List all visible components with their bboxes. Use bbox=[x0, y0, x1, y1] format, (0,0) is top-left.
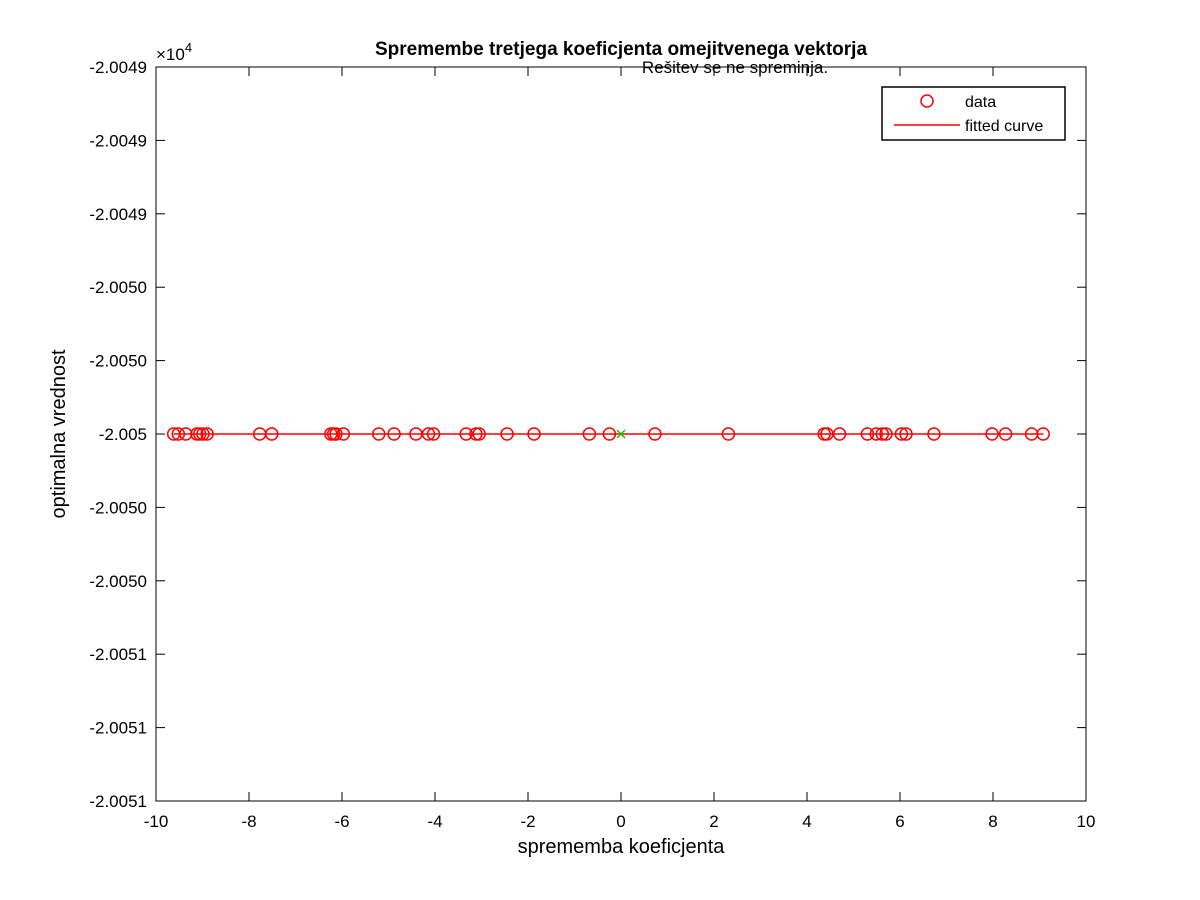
data-point bbox=[527, 427, 541, 441]
x-tick-label: -10 bbox=[144, 812, 169, 831]
y-exponent-power: 4 bbox=[185, 40, 192, 55]
y-tick-label: -2.0051 bbox=[89, 792, 147, 811]
series-layer bbox=[166, 427, 1050, 441]
chart-annotation: Rešitev se ne spreminja. bbox=[642, 58, 828, 77]
data-point bbox=[265, 427, 279, 441]
y-exponent-label: ×104 bbox=[156, 40, 192, 64]
legend-label-data: data bbox=[965, 94, 996, 111]
data-point bbox=[469, 427, 483, 441]
y-axis: -2.0049 -2.0049 -2.0049 -2.0050 -2.0050 -2.00… bbox=[89, 58, 1086, 811]
data-point bbox=[192, 427, 207, 441]
data-point bbox=[879, 427, 893, 441]
x-tick-label: 6 bbox=[895, 812, 904, 831]
y-tick-label: -2.0050 bbox=[89, 572, 147, 591]
x-tick-label: -6 bbox=[334, 812, 349, 831]
data-point bbox=[875, 427, 890, 441]
data-point bbox=[721, 427, 736, 441]
x-tick-label: 10 bbox=[1077, 812, 1096, 831]
data-point bbox=[196, 427, 210, 441]
data-point bbox=[894, 427, 909, 441]
x-tick-label: -4 bbox=[427, 812, 442, 831]
x-tick-label: 4 bbox=[802, 812, 811, 831]
data-point bbox=[927, 427, 941, 441]
legend-marker-data bbox=[920, 94, 934, 108]
data-point bbox=[336, 427, 351, 441]
x-tick-label: 0 bbox=[616, 812, 625, 831]
data-point bbox=[200, 427, 214, 441]
highlight-x-stroke bbox=[616, 429, 626, 439]
y-tick-label: -2.0049 bbox=[89, 205, 147, 224]
data-point bbox=[329, 427, 343, 441]
data-point bbox=[387, 427, 401, 441]
data-point bbox=[648, 427, 662, 441]
data-point bbox=[899, 427, 913, 441]
x-axis: -10 -8 -6 -4 -2 0 2 4 6 8 10 bbox=[144, 67, 1096, 831]
chart-title: Spremembe tretjega koeficjenta omejitven… bbox=[375, 39, 868, 60]
highlight-x-marker bbox=[616, 429, 626, 439]
data-point bbox=[371, 427, 386, 441]
data-point bbox=[1036, 427, 1050, 441]
y-tick-label: -2.0049 bbox=[89, 58, 147, 77]
data-point bbox=[472, 427, 486, 441]
data-point bbox=[832, 427, 847, 441]
y-tick-label: -2.0051 bbox=[89, 645, 147, 664]
x-tick-label: -2 bbox=[520, 812, 535, 831]
data-point bbox=[602, 427, 617, 441]
y-exponent-base: ×10 bbox=[156, 45, 185, 64]
legend-box bbox=[881, 86, 1066, 141]
data-point bbox=[459, 427, 473, 441]
y-tick-label: -2.0050 bbox=[89, 352, 147, 371]
x-tick-label: 8 bbox=[988, 812, 997, 831]
data-point bbox=[869, 427, 884, 441]
legend: data fitted curve bbox=[881, 86, 1066, 141]
data-point bbox=[860, 427, 875, 441]
y-tick-label: -2.0049 bbox=[89, 131, 147, 150]
y-tick-label: -2.0051 bbox=[89, 719, 147, 738]
data-point bbox=[421, 427, 436, 441]
x-tick-label: -8 bbox=[241, 812, 256, 831]
data-point bbox=[426, 427, 441, 441]
data-point bbox=[582, 427, 597, 441]
y-tick-label: -2.005 bbox=[99, 425, 147, 444]
x-tick-label: 2 bbox=[709, 812, 718, 831]
data-point bbox=[985, 427, 999, 441]
data-point bbox=[500, 427, 514, 441]
y-tick-label: -2.0050 bbox=[89, 278, 147, 297]
data-point bbox=[998, 427, 1013, 441]
x-axis-label: sprememba koeficjenta bbox=[518, 836, 726, 858]
y-tick-label: -2.0050 bbox=[89, 498, 147, 517]
y-axis-label: optimalna vrednost bbox=[48, 349, 70, 518]
legend-label-fitted-curve: fitted curve bbox=[965, 118, 1043, 135]
data-point bbox=[179, 427, 193, 441]
data-point bbox=[171, 427, 186, 441]
